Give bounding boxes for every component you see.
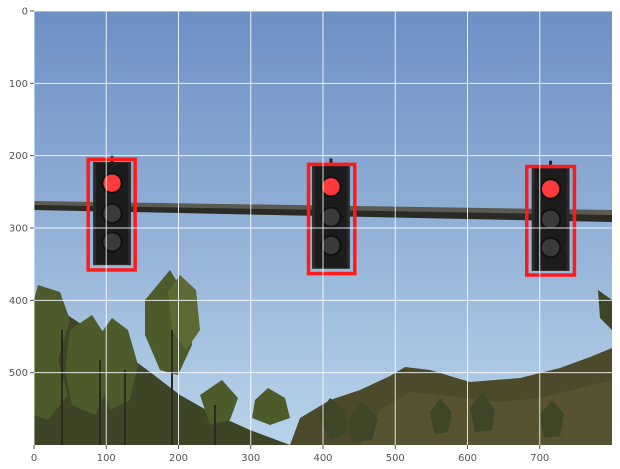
y-tick-label: 200 <box>9 151 28 162</box>
grid <box>33 10 612 445</box>
detection-box-3 <box>524 164 577 277</box>
lamp-off <box>541 210 560 228</box>
x-tick-label: 200 <box>169 453 188 464</box>
x-tick-label: 400 <box>313 453 332 464</box>
light-mount <box>549 160 553 169</box>
x-tick-label: 700 <box>530 453 549 464</box>
y-tick-label: 100 <box>9 79 28 90</box>
lamp-off <box>103 204 121 223</box>
traffic-lights <box>93 154 570 271</box>
y-tick-label: 400 <box>9 296 28 307</box>
x-tick-label: 0 <box>31 453 37 464</box>
y-ticks: 0 100 200 300 400 500 <box>9 7 34 379</box>
trees-right <box>318 290 612 442</box>
detection-box-1 <box>86 157 137 272</box>
lamp-off <box>103 233 121 251</box>
detection-box-2 <box>306 162 357 276</box>
light-mount <box>329 158 333 167</box>
y-tick-label: 300 <box>9 224 28 235</box>
tree-trunks <box>61 330 216 445</box>
y-tick-label: 500 <box>9 368 28 379</box>
x-tick-label: 100 <box>97 453 116 464</box>
x-tick-label: 300 <box>241 453 260 464</box>
x-ticks: 0 100 200 300 400 500 600 700 <box>31 445 549 464</box>
lamp-off <box>541 239 560 257</box>
lamp-red-lit <box>103 174 121 192</box>
detection-boxes <box>86 157 577 277</box>
lamp-off <box>322 208 340 226</box>
traffic-light-2 <box>312 158 350 269</box>
y-tick-label: 0 <box>22 7 28 18</box>
lamp-red-lit <box>322 178 340 196</box>
x-tick-label: 600 <box>458 453 477 464</box>
traffic-light-3 <box>531 160 570 271</box>
x-tick-label: 500 <box>386 453 405 464</box>
traffic-light-1 <box>93 154 131 266</box>
lamp-off <box>322 236 340 255</box>
lamp-red-lit <box>541 180 560 198</box>
